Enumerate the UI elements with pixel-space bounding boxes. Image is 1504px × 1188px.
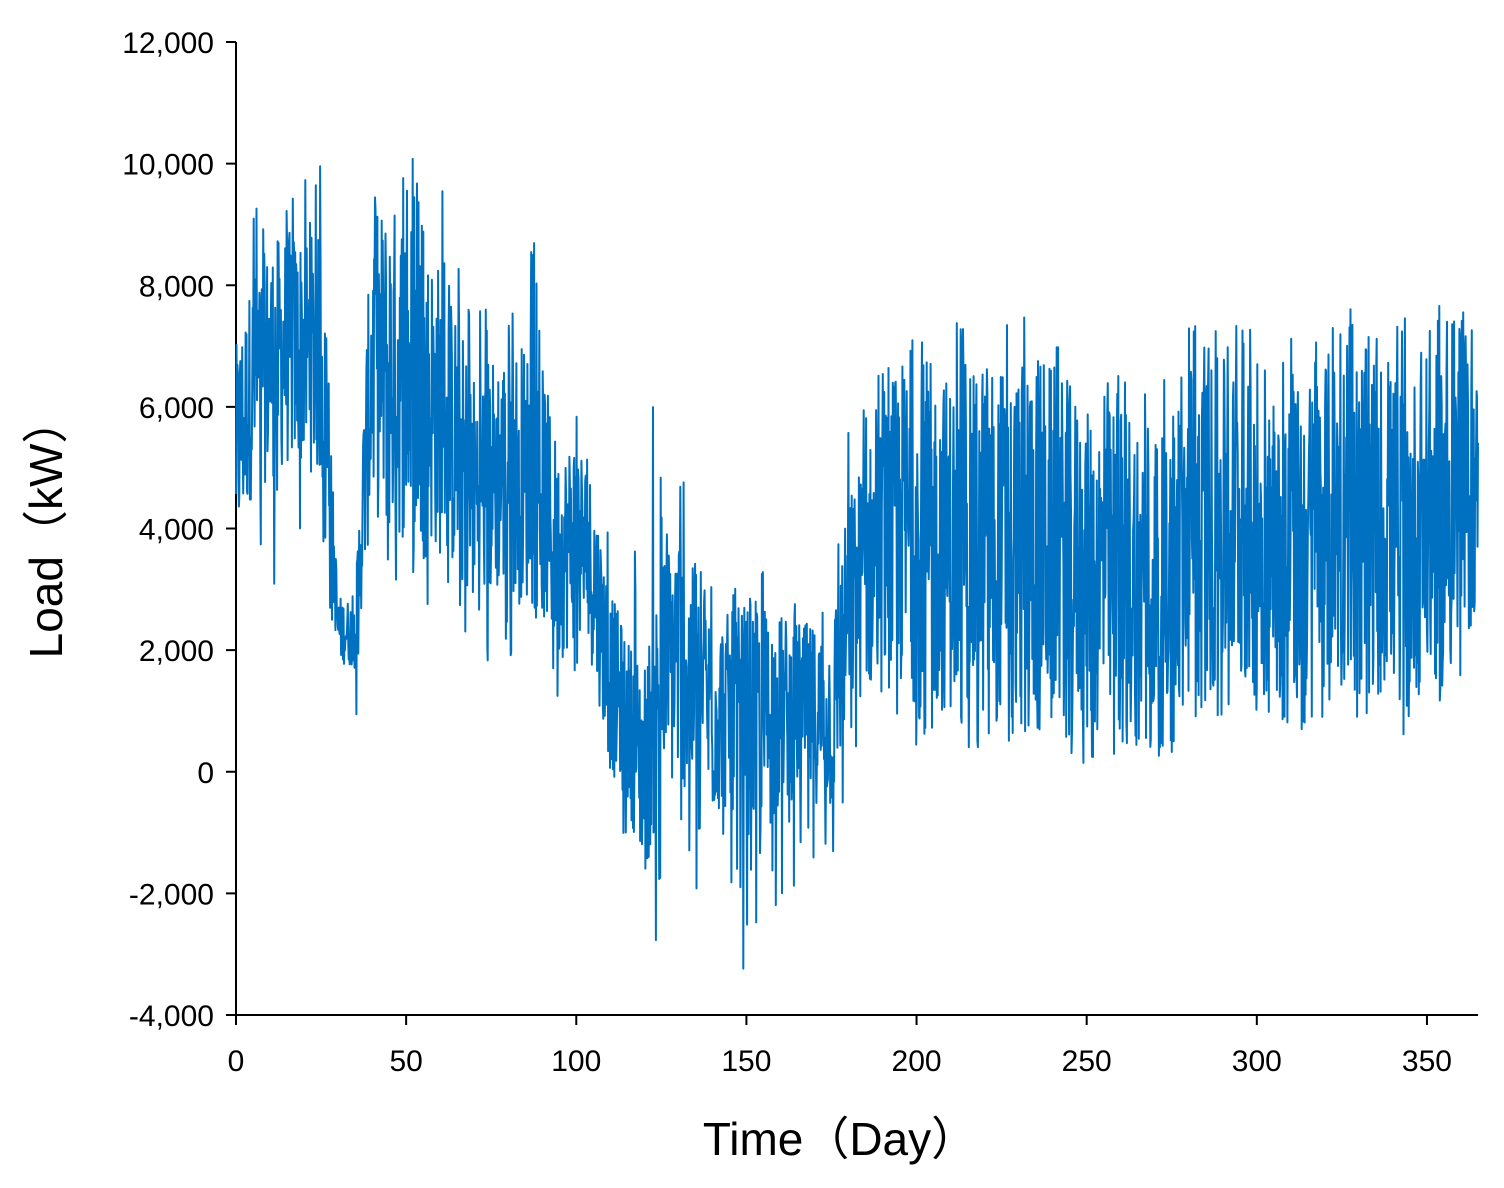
y-ticks: -4,000 -2,000 0 2,000 4,000 6,000 8,000 10,000 1… bbox=[122, 27, 236, 1033]
x-tick-label: 0 bbox=[228, 1045, 245, 1078]
x-axis-title: Time（Day） bbox=[703, 1113, 977, 1165]
y-tick-label: 12,000 bbox=[122, 27, 214, 60]
y-tick-label: 6,000 bbox=[139, 392, 214, 425]
y-tick-label: 10,000 bbox=[122, 149, 214, 182]
y-tick-label: 8,000 bbox=[139, 270, 214, 303]
y-axis-title: Load（kW） bbox=[20, 398, 72, 659]
plot-area bbox=[235, 157, 1479, 970]
y-tick-label: -2,000 bbox=[129, 878, 214, 911]
y-tick-label: 4,000 bbox=[139, 514, 214, 547]
x-tick-label: 300 bbox=[1232, 1045, 1282, 1078]
y-tick-label: -4,000 bbox=[129, 1000, 214, 1033]
x-tick-label: 100 bbox=[551, 1045, 601, 1078]
x-tick-label: 200 bbox=[892, 1045, 942, 1078]
x-ticks: 0 50 100 150 200 250 300 350 bbox=[228, 1015, 1452, 1078]
x-tick-label: 250 bbox=[1062, 1045, 1112, 1078]
load-series-line bbox=[235, 157, 1479, 970]
y-tick-label: 2,000 bbox=[139, 635, 214, 668]
x-tick-label: 350 bbox=[1402, 1045, 1452, 1078]
y-tick-label: 0 bbox=[197, 757, 214, 790]
x-tick-label: 50 bbox=[389, 1045, 422, 1078]
x-tick-label: 150 bbox=[721, 1045, 771, 1078]
